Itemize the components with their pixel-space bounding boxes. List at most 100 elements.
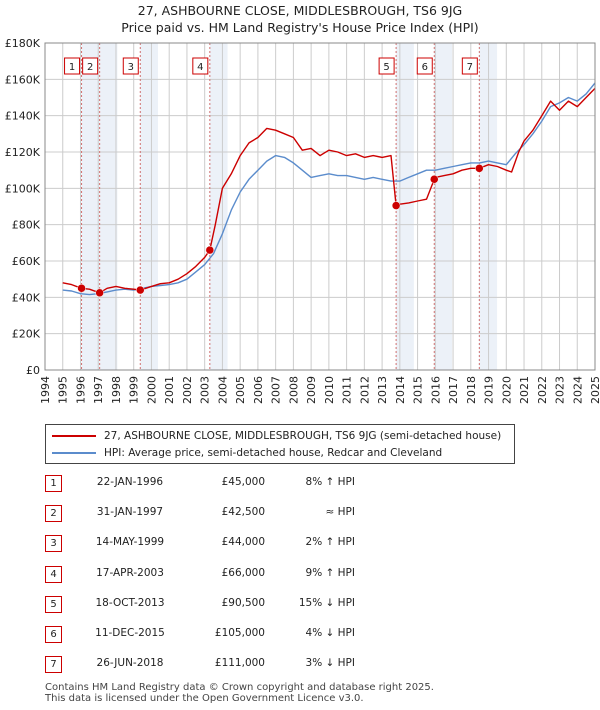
x-tick-label: 2012 — [358, 376, 371, 404]
sale-price: £45,000 — [221, 476, 265, 488]
sale-label-box — [122, 57, 139, 75]
sale-hpi-change: 8% ↑ HPI — [305, 476, 355, 488]
sale-shade-band — [140, 43, 159, 370]
x-tick-label: 2025 — [589, 376, 600, 404]
sale-label-number: 4 — [197, 62, 203, 73]
legend-label-hpi: HPI: Average price, semi-detached house,… — [104, 447, 443, 459]
x-tick-label: 2016 — [429, 376, 442, 404]
y-tick-label: £160K — [5, 73, 41, 86]
x-tick-label: 1996 — [74, 376, 87, 404]
sale-price: £90,500 — [221, 597, 265, 609]
sale-price: £66,000 — [221, 567, 265, 579]
sale-hpi-change: 3% ↓ HPI — [305, 657, 355, 669]
sale-number-badge: 1 — [45, 475, 62, 492]
sale-marker — [77, 284, 86, 293]
x-tick-label: 1997 — [92, 376, 105, 404]
y-tick-label: £60K — [12, 255, 41, 268]
x-tick-label: 2002 — [181, 376, 194, 404]
sale-label-number: 6 — [422, 62, 428, 73]
sale-number-badge: 3 — [45, 535, 62, 552]
x-tick-label: 2017 — [447, 376, 460, 404]
sale-price: £111,000 — [214, 657, 265, 669]
x-tick-label: 2022 — [536, 376, 549, 404]
x-tick-label: 2003 — [199, 376, 212, 404]
footer-attribution: Contains HM Land Registry data © Crown c… — [45, 682, 434, 704]
legend-swatch-hpi — [52, 452, 96, 454]
sale-date: 18-OCT-2013 — [95, 597, 165, 609]
x-tick-label: 2013 — [376, 376, 389, 404]
sale-shade-band — [99, 43, 118, 370]
sale-hpi-change: 4% ↓ HPI — [305, 627, 355, 639]
x-tick-label: 2023 — [554, 376, 567, 404]
sale-label-number: 5 — [383, 62, 389, 73]
sale-hpi-change: 9% ↑ HPI — [305, 567, 355, 579]
sale-number-badge: 6 — [45, 626, 62, 643]
sale-label-number: 3 — [128, 62, 134, 73]
table-row: 7 26-JUN-2018 £111,000 3% ↓ HPI — [45, 656, 385, 676]
sale-marker — [136, 285, 145, 295]
sale-label-box — [416, 57, 433, 75]
sale-label-number: 7 — [467, 62, 473, 73]
sale-price: £42,500 — [221, 506, 265, 518]
sale-number-badge: 7 — [45, 656, 62, 673]
sale-price: £105,000 — [214, 627, 265, 639]
x-tick-label: 1994 — [39, 376, 52, 404]
legend-item-property: 27, ASHBOURNE CLOSE, MIDDLESBROUGH, TS6 … — [52, 428, 501, 444]
sale-shade-band — [396, 43, 414, 370]
sale-label-box — [82, 57, 99, 75]
x-tick-label: 2015 — [412, 376, 425, 404]
x-tick-label: 1998 — [110, 376, 123, 404]
sale-label-box — [192, 57, 209, 75]
table-row: 4 17-APR-2003 £66,000 9% ↑ HPI — [45, 566, 385, 586]
x-tick-label: 2008 — [287, 376, 300, 404]
table-row: 1 22-JAN-1996 £45,000 8% ↑ HPI — [45, 475, 385, 495]
sale-hpi-change: 15% ↓ HPI — [298, 597, 355, 609]
y-tick-label: £120K — [5, 146, 41, 159]
chart-legend: 27, ASHBOURNE CLOSE, MIDDLESBROUGH, TS6 … — [45, 424, 515, 464]
y-tick-label: £0 — [26, 364, 40, 377]
footer-line2: This data is licensed under the Open Gov… — [45, 693, 364, 704]
x-tick-label: 2024 — [571, 376, 584, 404]
legend-label-property: 27, ASHBOURNE CLOSE, MIDDLESBROUGH, TS6 … — [104, 430, 502, 442]
sale-number-badge: 2 — [45, 505, 62, 522]
sale-date: 11-DEC-2015 — [95, 627, 165, 639]
sale-marker — [391, 201, 401, 210]
sale-hpi-change: 2% ↑ HPI — [305, 536, 355, 548]
sale-marker — [475, 164, 484, 173]
legend-swatch-property — [52, 435, 96, 437]
x-tick-label: 2004 — [216, 376, 229, 404]
sale-label-number: 1 — [69, 62, 75, 73]
x-tick-label: 1995 — [57, 376, 70, 404]
sale-label-number: 2 — [87, 62, 93, 73]
x-tick-label: 2010 — [323, 376, 336, 404]
sale-hpi-change: ≈ HPI — [325, 506, 355, 518]
table-row: 2 31-JAN-1997 £42,500 ≈ HPI — [45, 505, 385, 525]
x-tick-label: 2005 — [234, 376, 247, 404]
price-chart: £0 £20K £40K £60K £80K £100K £120K £140K £160K £1… — [5, 37, 600, 404]
chart-title-line2: Price paid vs. HM Land Registry's House … — [121, 20, 479, 35]
table-row: 3 14-MAY-1999 £44,000 2% ↑ HPI — [45, 535, 385, 555]
x-tick-label: 2021 — [518, 376, 531, 404]
chart-title-line1: 27, ASHBOURNE CLOSE, MIDDLESBROUGH, TS6 … — [137, 3, 463, 18]
x-tick-label: 2020 — [500, 376, 513, 404]
sale-date: 26-JUN-2018 — [96, 657, 164, 669]
x-tick-label: 2000 — [145, 376, 158, 404]
table-row: 6 11-DEC-2015 £105,000 4% ↓ HPI — [45, 626, 385, 646]
sale-number-badge: 5 — [45, 596, 62, 613]
y-tick-label: £80K — [12, 219, 41, 232]
y-tick-label: £100K — [5, 182, 41, 195]
sale-number-badge: 4 — [45, 566, 62, 583]
chart-title: 27, ASHBOURNE CLOSE, MIDDLESBROUGH, TS6 … — [0, 2, 600, 36]
y-tick-label: £180K — [5, 37, 41, 50]
x-tick-label: 2009 — [305, 376, 318, 404]
plot-border — [44, 42, 596, 371]
sale-date: 17-APR-2003 — [96, 567, 164, 579]
y-tick-label: £40K — [12, 291, 41, 304]
sale-marker — [430, 175, 439, 184]
y-tick-label: £140K — [5, 110, 41, 123]
plot-area — [45, 43, 595, 370]
sale-date: 14-MAY-1999 — [95, 536, 165, 548]
x-tick-label: 2011 — [341, 376, 354, 404]
sale-date: 22-JAN-1996 — [96, 476, 164, 488]
sale-shade-band — [81, 43, 100, 370]
